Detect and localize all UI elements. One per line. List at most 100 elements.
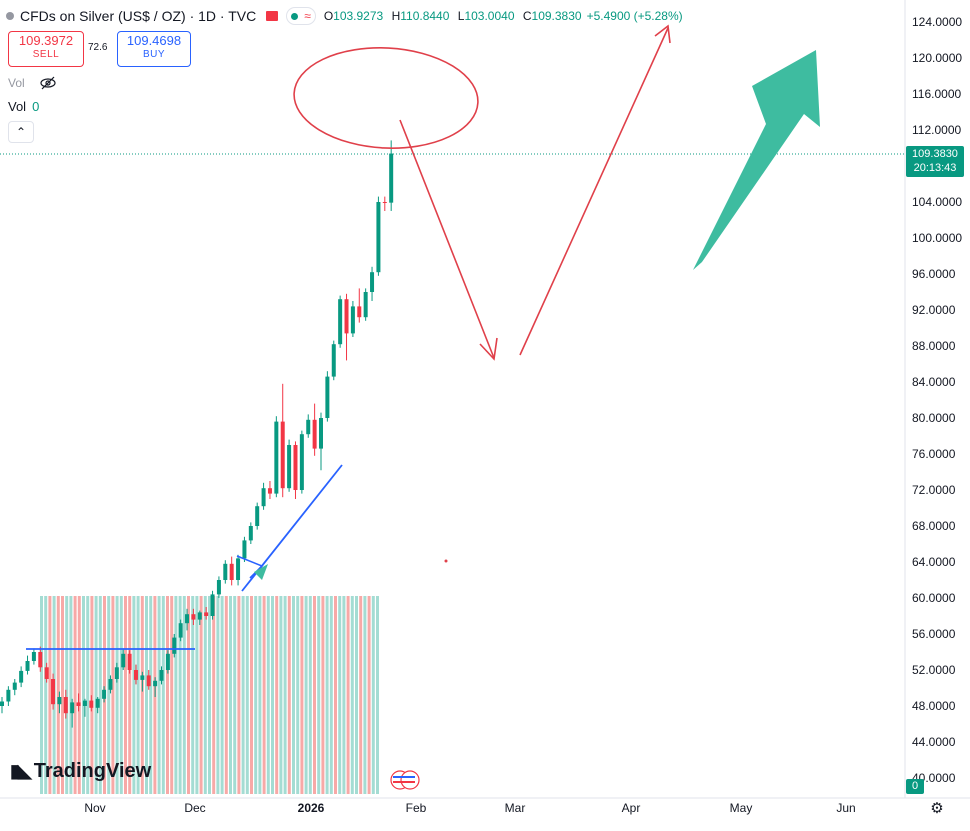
volume-bar <box>216 596 220 794</box>
volume-bar <box>241 596 245 794</box>
volume-bar <box>191 596 195 794</box>
symbol-logo-icon <box>6 12 14 20</box>
volume-bar <box>254 596 258 794</box>
candle <box>287 439 292 492</box>
low-value: 103.0040 <box>464 9 515 23</box>
volume-bar <box>355 596 358 794</box>
tradingview-logo-icon: ▮◣ <box>10 761 32 781</box>
time-tick-label: Jun <box>836 801 855 815</box>
volume-bar <box>250 596 253 794</box>
volume-bar <box>208 596 211 794</box>
candle <box>255 502 260 530</box>
volume-indicator[interactable]: Vol 0 <box>8 99 39 114</box>
hidden-volume-indicator[interactable]: Vol <box>8 76 57 90</box>
candle <box>299 430 304 494</box>
vol-value: 0 <box>32 99 40 114</box>
time-tick-label: May <box>730 801 753 815</box>
volume-bar <box>182 596 186 794</box>
volume-bar <box>195 596 199 794</box>
price-axis[interactable]: 124.0000120.0000116.0000112.0000108.0000… <box>912 15 962 785</box>
up-arrow-annotation[interactable] <box>519 27 669 356</box>
volume-bar <box>48 596 52 794</box>
volume-bar <box>44 596 48 794</box>
volume-last-label: 0 <box>906 779 924 794</box>
price-tick-label: 104.0000 <box>912 195 962 209</box>
volume-bar <box>56 596 60 794</box>
candle <box>389 140 394 211</box>
up-arrow-head <box>654 24 671 44</box>
wave-icon: ≈ <box>304 9 311 23</box>
candle <box>146 670 151 690</box>
volume-bar <box>111 596 115 794</box>
candle <box>216 576 221 598</box>
buy-button[interactable]: 109.4698 BUY <box>117 31 191 67</box>
volume-bar <box>224 596 228 794</box>
volume-bar <box>145 596 148 794</box>
ohlc-values: O103.9273 H110.8440 L103.0040 C109.3830 <box>324 9 587 23</box>
market-status-flag-icon[interactable] <box>266 11 279 21</box>
volume-bar <box>170 596 174 794</box>
market-status-pill[interactable]: ≈ <box>286 7 316 25</box>
candle <box>121 648 126 670</box>
brand-name: TradingView <box>33 760 152 782</box>
volume-bar <box>317 596 321 794</box>
candle <box>153 677 158 697</box>
volume-bar <box>166 596 169 794</box>
candle <box>178 619 183 642</box>
volume-bar <box>283 596 287 794</box>
volume-bar <box>371 596 375 794</box>
volume-bar <box>157 596 161 794</box>
high-value: 110.8440 <box>400 9 450 23</box>
small-arrow-marker <box>254 564 268 580</box>
tradingview-logo[interactable]: ▮◣ TradingView <box>10 760 151 783</box>
candle <box>38 646 43 672</box>
vol-label: Vol <box>8 99 27 114</box>
price-change: +5.4900 (+5.28%) <box>586 9 683 23</box>
candle <box>133 664 138 685</box>
candle <box>89 695 94 712</box>
circle-annotation[interactable] <box>292 43 481 152</box>
down-arrow-annotation[interactable] <box>399 119 495 359</box>
collapse-indicators-button[interactable]: ⌃ <box>8 121 34 143</box>
candle <box>229 556 234 586</box>
volume-bar <box>329 596 333 794</box>
wedge-drawing[interactable] <box>236 555 264 579</box>
gear-icon[interactable]: ⚙ <box>930 800 944 817</box>
candle <box>319 412 323 471</box>
volume-bar <box>107 596 111 794</box>
candle <box>57 691 62 714</box>
volume-bar <box>279 596 283 794</box>
volume-bar <box>69 596 73 794</box>
sell-button[interactable]: 109.3972 SELL <box>8 31 84 67</box>
candle <box>376 196 381 276</box>
volume-bar <box>338 596 342 794</box>
time-tick-label: Dec <box>184 801 205 815</box>
volume-bar <box>161 596 165 794</box>
big-green-arrow-annotation[interactable] <box>693 50 820 270</box>
volume-bar <box>233 596 237 794</box>
volume-bar <box>304 596 308 794</box>
volume-bar <box>350 596 354 794</box>
volume-bar <box>292 596 295 794</box>
sell-label: SELL <box>32 49 60 60</box>
calendar-event-icon[interactable] <box>390 770 420 790</box>
candle <box>261 482 266 510</box>
candle <box>338 295 343 348</box>
candle <box>325 371 330 422</box>
price-tick-label: 88.0000 <box>912 339 956 353</box>
candle <box>95 697 100 714</box>
volume-bar <box>346 596 350 794</box>
candle <box>12 679 17 696</box>
price-tick-label: 120.0000 <box>912 51 962 65</box>
candle <box>370 266 375 301</box>
candle <box>159 666 164 685</box>
price-tick-label: 48.0000 <box>912 699 956 713</box>
price-tick-label: 96.0000 <box>912 267 956 281</box>
symbol-title[interactable]: CFDs on Silver (US$ / OZ) · 1D · TVC <box>20 8 257 24</box>
chevron-up-icon: ⌃ <box>15 125 27 139</box>
candle <box>223 560 228 584</box>
volume-bar <box>296 596 300 794</box>
eye-crossed-icon[interactable] <box>39 76 57 90</box>
time-axis[interactable]: Nov Dec 2026 Feb Mar Apr May Jun <box>84 801 855 815</box>
